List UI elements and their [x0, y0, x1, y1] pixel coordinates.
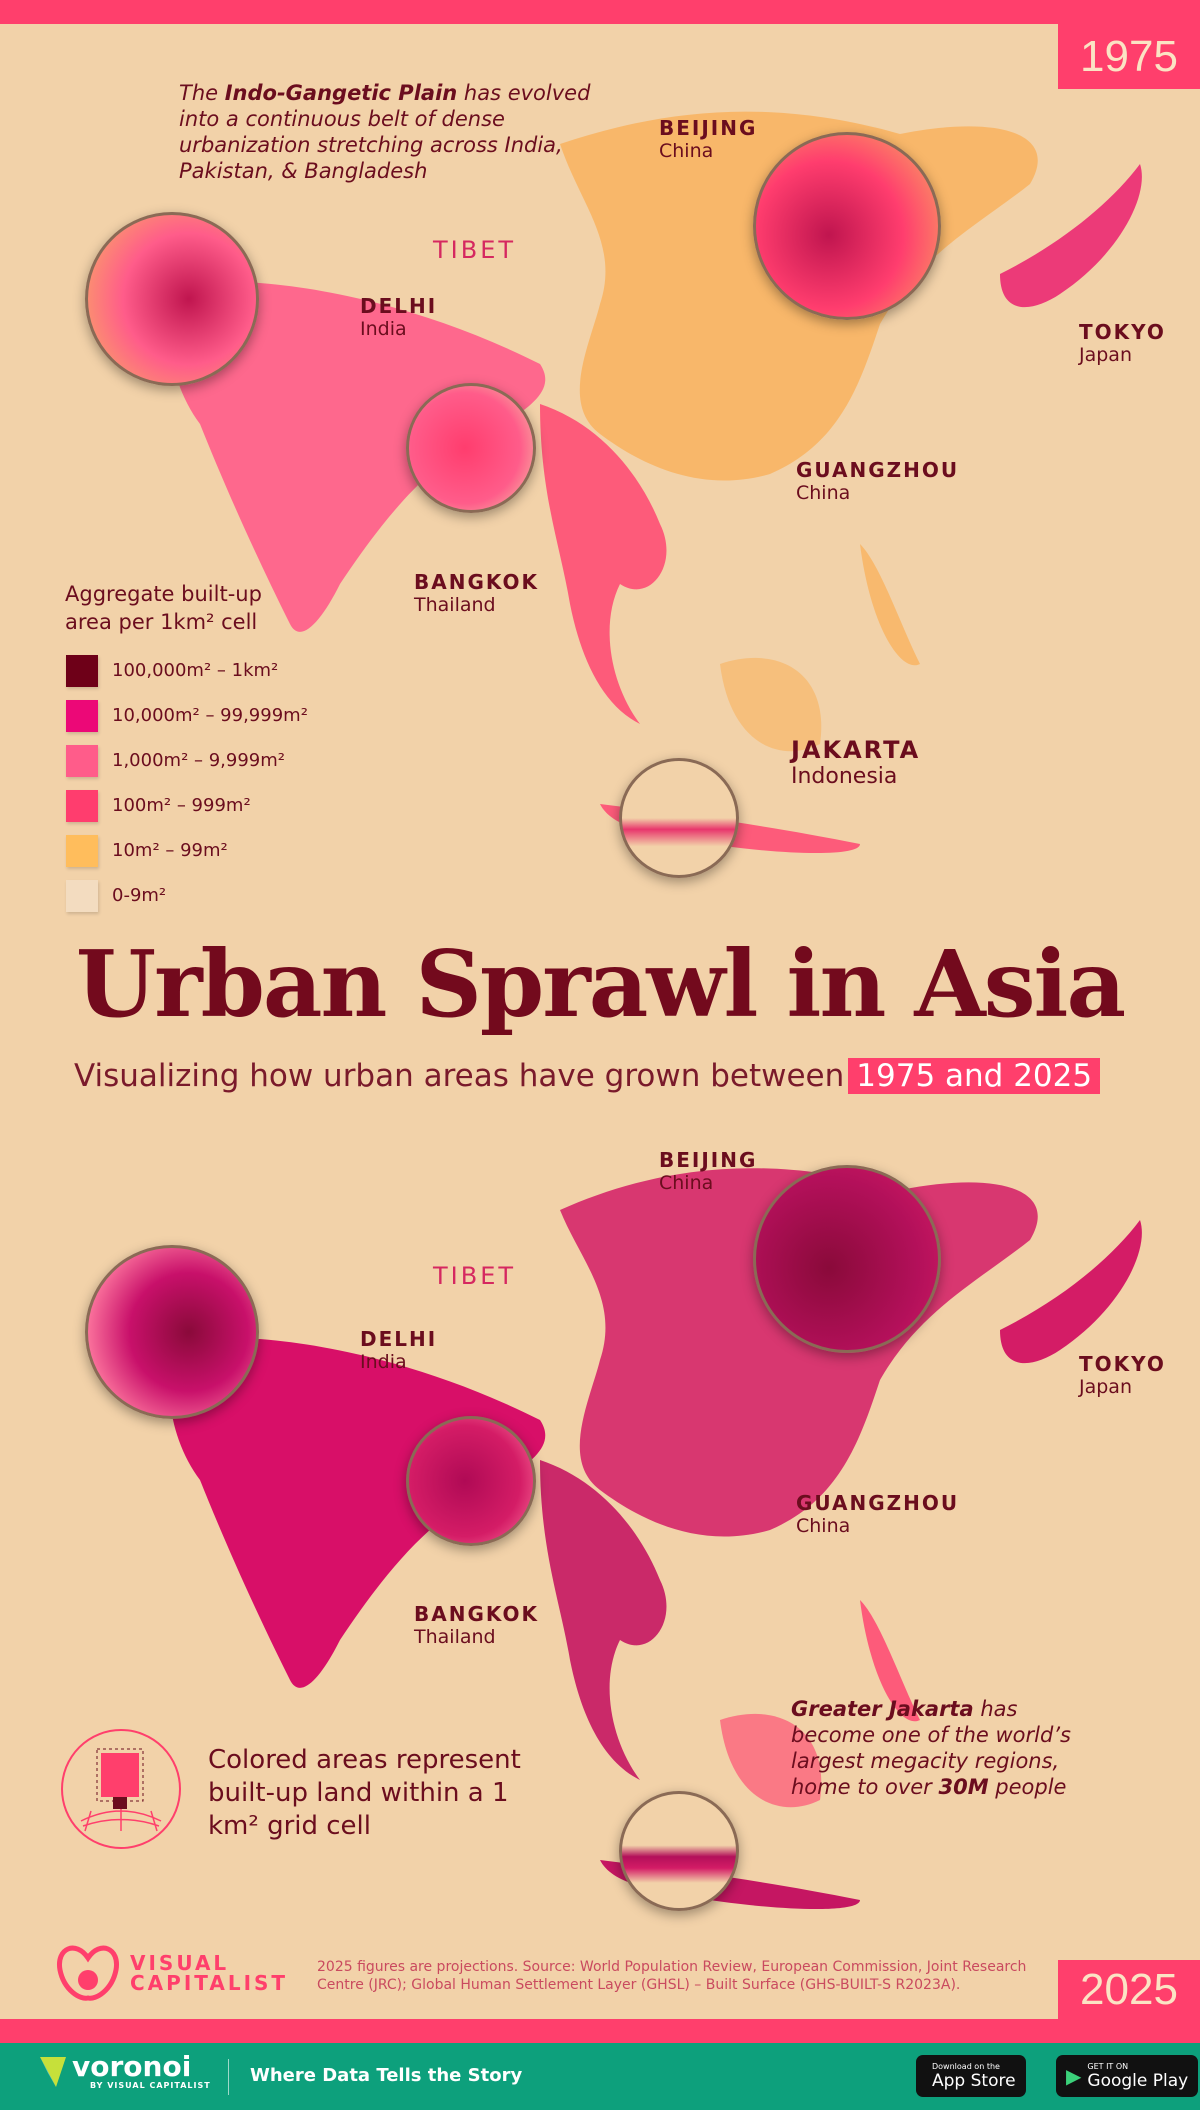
year-badge-1975: 1975: [1058, 24, 1200, 89]
subtitle: Visualizing how urban areas have grown b…: [74, 1058, 1101, 1094]
city-label-tokyo-2025: TOKYO Japan: [1079, 1352, 1166, 1398]
city-label-bangkok-1975: BANGKOK Thailand: [414, 570, 539, 616]
legend-swatch: [66, 699, 98, 732]
legend-label: 0-9m²: [112, 885, 167, 906]
bangladesh-zoom-circle-1975: [406, 383, 536, 513]
source-text: 2025 figures are projections. Source: Wo…: [317, 1959, 1027, 1993]
seasia-region: [540, 1460, 667, 1780]
city-label-jakarta-1975: JAKARTA Indonesia: [791, 736, 921, 789]
delhi-zoom-circle-1975: [85, 212, 259, 386]
footer: voronoi BY VISUAL CAPITALIST Where Data T…: [0, 2043, 1200, 2110]
legend-item: 100,000m² – 1km²: [66, 648, 308, 693]
indo-gangetic-annotation: The Indo-Gangetic Plain has evolved into…: [179, 81, 591, 183]
footer-tagline: Where Data Tells the Story: [250, 2065, 523, 2086]
legend: 100,000m² – 1km² 10,000m² – 99,999m² 1,000…: [66, 648, 308, 918]
legend-label: 10m² – 99m²: [112, 840, 228, 861]
legend-label: 10,000m² – 99,999m²: [112, 705, 308, 726]
legend-swatch: [66, 834, 98, 867]
grid-cell-icon: [61, 1729, 181, 1849]
borneo-region: [720, 1713, 822, 1808]
japan-region: [1000, 164, 1142, 308]
legend-item: 1,000m² – 9,999m²: [66, 738, 308, 783]
japan-region: [1000, 1220, 1142, 1364]
philippines-region: [860, 544, 920, 666]
top-bar: [0, 0, 1200, 24]
google-play-icon: ▶: [1066, 2064, 1082, 2088]
year-badge-2025: 2025: [1058, 1960, 1200, 2019]
india-region: [169, 281, 546, 632]
legend-swatch: [66, 789, 98, 822]
tibet-label-2025: TIBET: [433, 1262, 517, 1290]
page-title: Urban Sprawl in Asia: [75, 930, 1126, 1038]
jakarta-zoom-circle-2025: [619, 1791, 739, 1911]
jakarta-zoom-circle-1975: [619, 758, 739, 878]
city-label-guangzhou-2025: GUANGZHOU China: [796, 1491, 960, 1537]
city-label-tokyo-1975: TOKYO Japan: [1079, 320, 1166, 366]
legend-label: 1,000m² – 9,999m²: [112, 750, 286, 771]
legend-item: 100m² – 999m²: [66, 783, 308, 828]
vc-logo-icon: [57, 1945, 119, 2001]
tibet-label-1975: TIBET: [433, 236, 517, 264]
delhi-zoom-circle-2025: [85, 1245, 259, 1419]
legend-swatch: [66, 879, 98, 912]
seasia-region: [540, 404, 667, 724]
google-play-button[interactable]: ▶ GET IT ON Google Play: [1056, 2055, 1199, 2097]
legend-swatch: [66, 654, 98, 687]
voronoi-logo[interactable]: voronoi BY VISUAL CAPITALIST: [38, 2053, 211, 2090]
subtitle-highlight: 1975 and 2025: [848, 1058, 1101, 1094]
grid-cell-note: Colored areas represent built-up land wi…: [208, 1745, 521, 1841]
voronoi-icon: [40, 2056, 66, 2087]
legend-label: 100m² – 999m²: [112, 795, 251, 816]
bangladesh-zoom-circle-2025: [406, 1416, 536, 1546]
visual-capitalist-logo: VISUAL CAPITALIST: [56, 1944, 288, 2002]
city-label-delhi-2025: DELHI India: [360, 1327, 438, 1373]
land-1975: [169, 111, 1142, 854]
footer-divider: [228, 2059, 229, 2095]
city-label-bangkok-2025: BANGKOK Thailand: [414, 1602, 539, 1648]
beijing-zoom-circle-2025: [753, 1165, 941, 1353]
legend-swatch: [66, 744, 98, 777]
philippines-region: [860, 1600, 920, 1722]
legend-item: 10m² – 99m²: [66, 828, 308, 873]
city-label-beijing-2025: BEIJING China: [659, 1148, 758, 1194]
city-label-guangzhou-1975: GUANGZHOU China: [796, 458, 960, 504]
beijing-zoom-circle-1975: [753, 132, 941, 320]
legend-title: Aggregate built-up area per 1km² cell: [65, 582, 262, 634]
pink-divider: [0, 2019, 1200, 2043]
city-label-delhi-1975: DELHI India: [360, 294, 438, 340]
city-label-beijing-1975: BEIJING China: [659, 116, 758, 162]
legend-item: 0-9m²: [66, 873, 308, 918]
borneo-region: [720, 657, 822, 752]
jakarta-annotation: Greater Jakarta has become one of the wo…: [791, 1697, 1071, 1799]
legend-label: 100,000m² – 1km²: [112, 660, 279, 681]
legend-item: 10,000m² – 99,999m²: [66, 693, 308, 738]
app-store-button[interactable]: Download on the App Store: [916, 2055, 1026, 2097]
